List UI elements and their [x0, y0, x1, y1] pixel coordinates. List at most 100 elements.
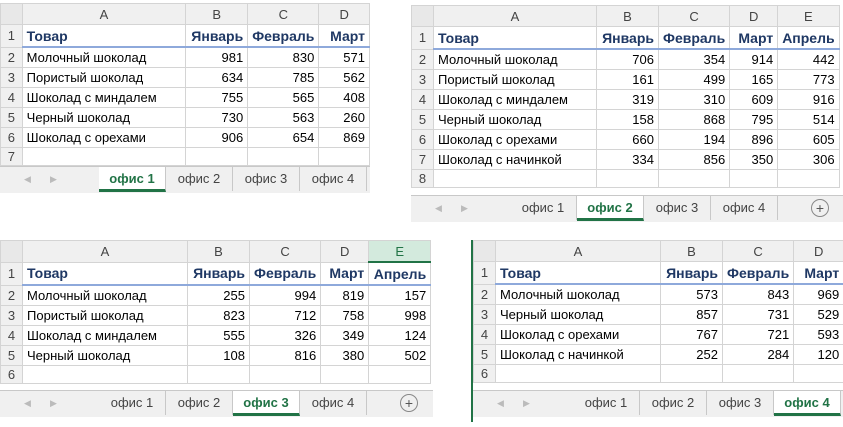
row-number[interactable]: 6 [473, 364, 496, 383]
row-number[interactable]: 1 [473, 261, 496, 285]
tab-scroll-prev-icon[interactable]: ◀ [24, 398, 31, 408]
select-all-corner[interactable] [0, 3, 23, 25]
tab-scroll-next-icon[interactable]: ▶ [461, 203, 468, 213]
cell-header-month[interactable]: Апрель [777, 26, 840, 50]
cell[interactable]: 571 [318, 46, 370, 68]
cell-header-product[interactable]: Товар [433, 26, 597, 50]
column-header[interactable]: A [495, 240, 661, 262]
cell[interactable]: Шоколад с миндалем [21, 87, 187, 108]
cell[interactable]: 819 [320, 284, 370, 306]
tab-scroll-next-icon[interactable]: ▶ [523, 398, 530, 408]
cell[interactable]: 755 [185, 87, 249, 108]
column-header[interactable]: A [21, 3, 187, 25]
cell[interactable]: 706 [596, 48, 659, 70]
cell-header-product[interactable]: Товар [21, 24, 187, 48]
cell[interactable]: Черный шоколад [495, 304, 661, 325]
cell[interactable]: Молочный шоколад [22, 284, 188, 306]
tab-scroll-prev-icon[interactable]: ◀ [497, 398, 504, 408]
cell[interactable]: 124 [368, 325, 432, 346]
cell[interactable]: 914 [729, 48, 779, 70]
tab-office-4[interactable]: офис 4 [711, 196, 778, 220]
column-header[interactable]: B [187, 240, 250, 263]
tab-office-2[interactable]: офис 2 [640, 391, 707, 415]
tab-office-2[interactable]: офис 2 [166, 391, 233, 415]
cell[interactable]: 869 [318, 127, 370, 148]
cell[interactable]: 555 [187, 325, 250, 346]
cell-header-month[interactable]: Март [318, 24, 370, 48]
column-header-selected[interactable]: E [368, 240, 432, 263]
cell[interactable]: 634 [185, 67, 249, 88]
cell[interactable] [495, 364, 661, 383]
row-number[interactable]: 4 [0, 325, 23, 346]
cell-header-month[interactable]: Февраль [248, 261, 322, 286]
column-header[interactable]: E [777, 5, 840, 27]
row-number[interactable]: 5 [473, 344, 496, 365]
cell[interactable]: 165 [729, 69, 779, 90]
cell[interactable]: 252 [660, 344, 723, 365]
cell[interactable]: Шоколад с орехами [21, 127, 187, 148]
cell[interactable]: Пористый шоколад [433, 69, 597, 90]
select-all-corner[interactable] [473, 240, 496, 262]
cell-header-month[interactable]: Январь [185, 24, 249, 48]
cell[interactable]: 255 [187, 284, 250, 306]
row-number[interactable]: 2 [411, 48, 434, 70]
row-number[interactable]: 6 [0, 365, 23, 384]
cell[interactable]: 730 [185, 107, 249, 128]
cell[interactable]: 593 [793, 324, 843, 345]
cell[interactable]: 816 [248, 345, 322, 366]
cell[interactable]: 158 [596, 109, 659, 130]
add-sheet-icon[interactable]: + [811, 199, 829, 217]
row-number[interactable]: 6 [411, 129, 434, 150]
row-number[interactable]: 3 [473, 304, 496, 325]
cell[interactable]: Шоколад с миндалем [22, 325, 188, 346]
cell[interactable]: 773 [777, 69, 840, 90]
cell[interactable]: 354 [657, 48, 731, 70]
cell[interactable]: 529 [793, 304, 843, 325]
row-number[interactable]: 2 [0, 46, 23, 68]
cell[interactable]: Шоколад с орехами [433, 129, 597, 150]
column-header[interactable]: B [596, 5, 659, 27]
tab-office-2[interactable]: офис 2 [166, 167, 233, 191]
cell[interactable] [433, 169, 597, 188]
cell[interactable]: 157 [368, 284, 432, 306]
tab-office-3[interactable]: офис 3 [707, 391, 774, 415]
cell[interactable] [777, 169, 840, 188]
cell[interactable] [657, 169, 731, 188]
column-header[interactable]: B [185, 3, 249, 25]
cell[interactable]: Молочный шоколад [21, 46, 187, 68]
cell[interactable]: Черный шоколад [22, 345, 188, 366]
cell[interactable]: 868 [657, 109, 731, 130]
cell[interactable]: 654 [247, 127, 320, 148]
cell-header-month[interactable]: Февраль [657, 26, 731, 50]
cell[interactable] [185, 147, 249, 166]
cell[interactable] [22, 365, 188, 384]
cell[interactable] [21, 147, 187, 166]
column-header[interactable]: D [320, 240, 370, 263]
cell[interactable] [187, 365, 250, 384]
cell[interactable]: 731 [721, 304, 795, 325]
row-number[interactable]: 3 [0, 67, 23, 88]
cell[interactable]: 349 [320, 325, 370, 346]
cell-header-month[interactable]: Апрель [368, 261, 432, 286]
tab-office-3[interactable]: офис 3 [644, 196, 711, 220]
cell[interactable] [660, 364, 723, 383]
add-sheet-icon[interactable]: + [400, 394, 418, 412]
row-number[interactable]: 1 [0, 24, 23, 48]
row-number[interactable]: 3 [411, 69, 434, 90]
cell[interactable]: 319 [596, 89, 659, 110]
cell[interactable]: 857 [660, 304, 723, 325]
cell-header-month[interactable]: Февраль [721, 261, 795, 285]
row-number[interactable]: 7 [411, 149, 434, 170]
column-header[interactable]: C [721, 240, 795, 262]
column-header[interactable]: D [793, 240, 843, 262]
cell[interactable] [247, 147, 320, 166]
column-header[interactable]: A [22, 240, 188, 263]
cell[interactable]: 306 [777, 149, 840, 170]
cell[interactable]: Черный шоколад [21, 107, 187, 128]
cell[interactable]: Шоколад с миндалем [433, 89, 597, 110]
tab-office-2[interactable]: офис 2 [577, 196, 644, 221]
cell[interactable]: 998 [368, 305, 432, 326]
cell[interactable]: 563 [247, 107, 320, 128]
row-number[interactable]: 5 [411, 109, 434, 130]
column-header[interactable]: C [248, 240, 322, 263]
